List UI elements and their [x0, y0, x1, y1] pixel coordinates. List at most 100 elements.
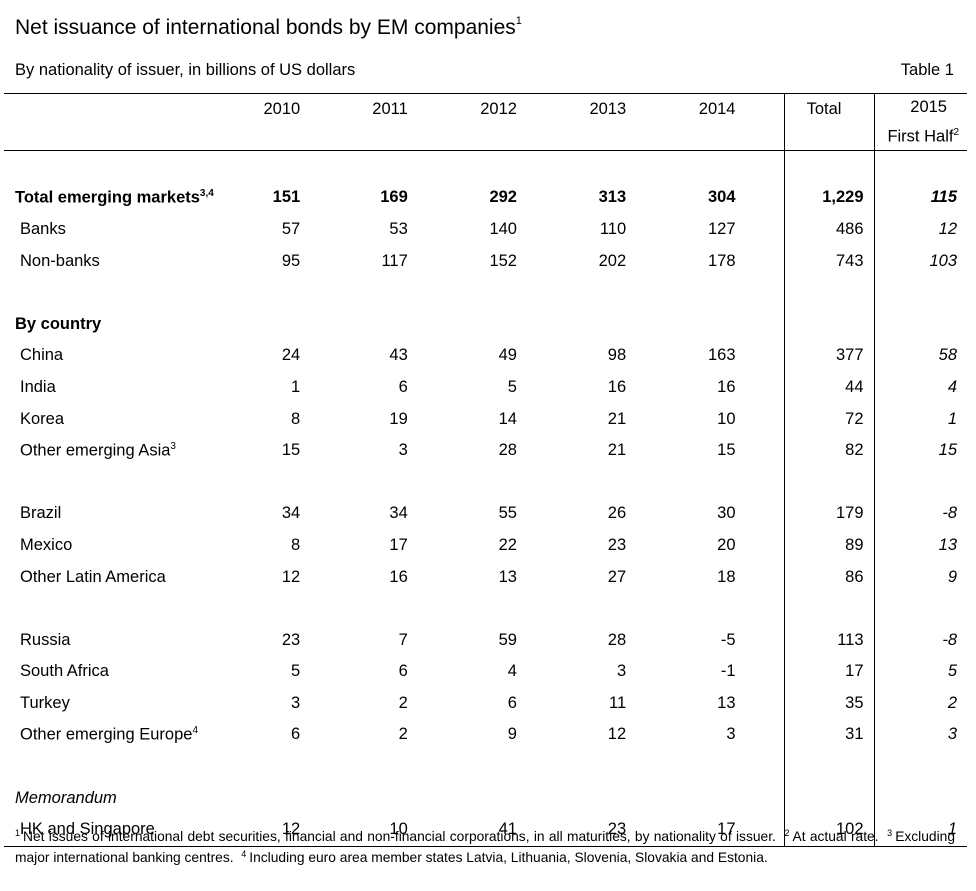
- cell: 152: [489, 251, 517, 270]
- cell: 19: [389, 409, 408, 428]
- title-footnote-mark: 1: [515, 15, 522, 27]
- row-label-other-latam: Other Latin America: [20, 567, 166, 586]
- cell-half: 9: [873, 561, 967, 593]
- cell-half: -8: [873, 624, 967, 656]
- table-row: Mexico 8 17 22 23 20 89 13: [4, 529, 967, 562]
- cell: 12: [239, 813, 349, 847]
- row-label-mexico: Mexico: [20, 535, 73, 554]
- gap-row: [4, 750, 967, 783]
- cell: 43: [389, 346, 408, 365]
- header-2011: 2011: [348, 93, 456, 151]
- cell: 304: [707, 188, 736, 207]
- row-label-nonbanks: Non-banks: [20, 251, 100, 270]
- cell-half: 2: [873, 687, 967, 720]
- cell: 12: [281, 567, 301, 586]
- header-2015-half: 2015 First Half2: [873, 93, 967, 151]
- cell: 24: [281, 346, 301, 365]
- table-label: Table 1: [900, 61, 954, 79]
- cell: 110: [599, 219, 627, 238]
- cell-half: 12: [873, 213, 967, 246]
- cell: 23: [607, 535, 627, 554]
- header-corner: [4, 93, 239, 151]
- cell: 59: [498, 630, 517, 649]
- cell: 14: [498, 409, 517, 428]
- cell: 95: [281, 251, 301, 270]
- section-row: By country: [4, 308, 967, 341]
- cell: 57: [281, 219, 301, 238]
- row-label-hk-sg: HK and Singapore: [4, 813, 239, 847]
- cell: 22: [498, 535, 517, 554]
- cell: 292: [489, 188, 517, 207]
- cell-half: 1: [873, 813, 967, 847]
- table-row: HK and Singapore 12 10 41 23 17 102 1: [4, 813, 967, 847]
- row-label-china: China: [20, 346, 64, 365]
- cell: 16: [389, 567, 408, 586]
- cell: 11: [609, 693, 627, 712]
- gap-row: [4, 466, 967, 499]
- header-2012: 2012: [455, 93, 565, 151]
- cell-total: 113: [783, 624, 874, 656]
- cell: 6: [398, 662, 408, 681]
- table-row: India 1 6 5 16 16 44 4: [4, 371, 967, 404]
- cell: 1: [291, 377, 301, 396]
- section-label-by-country: By country: [15, 314, 102, 333]
- first-half-text: First Half: [887, 127, 954, 146]
- header-first-half: First Half2: [875, 120, 959, 150]
- cell-total: 35: [783, 687, 874, 720]
- gap-row: [4, 592, 967, 625]
- section-row: Memorandum: [4, 782, 967, 814]
- cell: 16: [607, 377, 627, 396]
- cell: 140: [489, 219, 517, 238]
- cell: 313: [598, 188, 627, 207]
- cell: 15: [281, 441, 301, 460]
- row-label-total-em: Total emerging markets3,4: [15, 188, 214, 207]
- cell-half: 5: [873, 656, 967, 688]
- header-row: 2010 2011 2012 2013 2014 Total 2015 First…: [4, 93, 967, 151]
- cell: 17: [389, 535, 408, 554]
- cell: 117: [381, 251, 408, 270]
- cell-half: 103: [873, 245, 967, 277]
- footnote-mark: 2: [784, 828, 790, 838]
- row-label-india: India: [20, 377, 56, 396]
- footnotes: 1 Net issues of international debt securi…: [15, 826, 955, 868]
- table-row: Turkey 3 2 6 11 13 35 2: [4, 687, 967, 720]
- data-table: 2010 2011 2012 2013 2014 Total 2015 First…: [4, 93, 967, 847]
- cell-total: 179: [783, 498, 874, 530]
- cell: 8: [291, 409, 301, 428]
- cell: 34: [281, 504, 301, 523]
- table-row: Russia 23 7 59 28 -5 113 -8: [4, 624, 967, 656]
- cell-total: 1,229: [783, 182, 874, 214]
- cell-half: -8: [873, 498, 967, 530]
- cell: 10: [717, 409, 736, 428]
- cell-half: 4: [873, 371, 967, 404]
- cell: 9: [507, 725, 517, 744]
- cell: 2: [398, 693, 408, 712]
- cell: 26: [607, 504, 627, 523]
- cell: 2: [398, 725, 408, 744]
- subtitle: By nationality of issuer, in billions of…: [15, 61, 356, 79]
- cell: 28: [498, 441, 517, 460]
- footnote-text: At actual rate.: [792, 829, 879, 844]
- half-footnote-mark: 2: [953, 127, 959, 138]
- table-row: Banks 57 53 140 110 127 486 12: [4, 213, 967, 246]
- cell: 169: [380, 188, 408, 207]
- table-row: Other emerging Europe4 6 2 9 12 3 31 3: [4, 719, 967, 751]
- cell: 3: [398, 441, 408, 460]
- row-label-russia: Russia: [20, 630, 71, 649]
- cell-half: 1: [873, 403, 967, 435]
- row-label-south-africa: South Africa: [20, 662, 109, 681]
- cell: 7: [398, 630, 408, 649]
- cell-total: 377: [783, 340, 874, 372]
- row-label-korea: Korea: [20, 409, 65, 428]
- cell: 23: [281, 630, 301, 649]
- table-row: Other Latin America 12 16 13 27 18 86 9: [4, 561, 967, 593]
- cell-half: 15: [873, 434, 967, 467]
- cell-total: 72: [783, 403, 874, 435]
- footnote-text: Excluding major international banking ce…: [15, 829, 956, 865]
- cell-total: 44: [783, 371, 874, 404]
- cell: 34: [389, 504, 408, 523]
- table-row: Total emerging markets3,4 151 169 292 31…: [4, 182, 967, 214]
- page-title: Net issuance of international bonds by E…: [15, 15, 522, 40]
- cell: 3: [726, 725, 736, 744]
- header-2013: 2013: [564, 93, 675, 151]
